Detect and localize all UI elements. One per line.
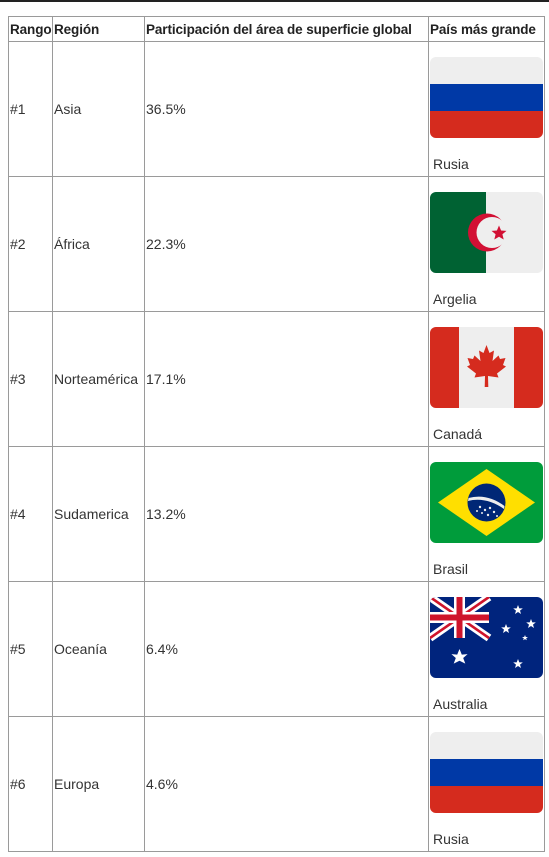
- region-cell: Sudamerica: [52, 446, 145, 582]
- rank-cell: #5: [8, 581, 53, 717]
- largest-country-cell: Brasil: [428, 446, 545, 582]
- rank-cell: #1: [8, 41, 53, 177]
- rank-cell: #4: [8, 446, 53, 582]
- largest-country-cell: Canadá: [428, 311, 545, 447]
- share-cell: 6.4%: [144, 581, 429, 717]
- regions-table: Rango Región Participación del área de s…: [8, 16, 545, 852]
- table-row: #4 Sudamerica 13.2%: [8, 446, 545, 582]
- country-name: Australia: [433, 696, 488, 712]
- region-cell: Norteamérica: [52, 311, 145, 447]
- algeria-flag-icon: [430, 192, 543, 273]
- russia-flag-icon: [430, 732, 543, 813]
- region-cell: Oceanía: [52, 581, 145, 717]
- russia-flag-icon: [430, 57, 543, 138]
- country-name: Argelia: [433, 291, 477, 307]
- top-divider: [0, 0, 549, 2]
- country-name: Rusia: [433, 831, 469, 847]
- largest-country-cell: Australia: [428, 581, 545, 717]
- table-row: #6 Europa 4.6% Rusia: [8, 716, 545, 852]
- country-name: Rusia: [433, 156, 469, 172]
- share-cell: 17.1%: [144, 311, 429, 447]
- largest-country-cell: Rusia: [428, 716, 545, 852]
- brazil-flag-icon: [430, 462, 543, 543]
- rank-cell: #6: [8, 716, 53, 852]
- largest-country-cell: Argelia: [428, 176, 545, 312]
- table-row: #2 África 22.3% Argelia: [8, 176, 545, 312]
- table-row: #5 Oceanía 6.4%: [8, 581, 545, 717]
- canada-flag-icon: [430, 327, 543, 408]
- country-name: Brasil: [433, 561, 469, 577]
- rank-cell: #2: [8, 176, 53, 312]
- share-cell: 4.6%: [144, 716, 429, 852]
- region-cell: África: [52, 176, 145, 312]
- region-cell: Asia: [52, 41, 145, 177]
- region-cell: Europa: [52, 716, 145, 852]
- largest-country-cell: Rusia: [428, 41, 545, 177]
- header-largest-country: País más grande: [428, 16, 545, 42]
- header-share: Participación del área de superficie glo…: [144, 16, 429, 42]
- header-row: Rango Región Participación del área de s…: [8, 16, 545, 42]
- header-rank: Rango: [8, 16, 53, 42]
- header-region: Región: [52, 16, 145, 42]
- share-cell: 36.5%: [144, 41, 429, 177]
- rank-cell: #3: [8, 311, 53, 447]
- country-name: Canadá: [433, 426, 483, 442]
- table-row: #3 Norteamérica 17.1% Canadá: [8, 311, 545, 447]
- australia-flag-icon: [430, 597, 543, 678]
- share-cell: 13.2%: [144, 446, 429, 582]
- share-cell: 22.3%: [144, 176, 429, 312]
- table-row: #1 Asia 36.5% Rusia: [8, 41, 545, 177]
